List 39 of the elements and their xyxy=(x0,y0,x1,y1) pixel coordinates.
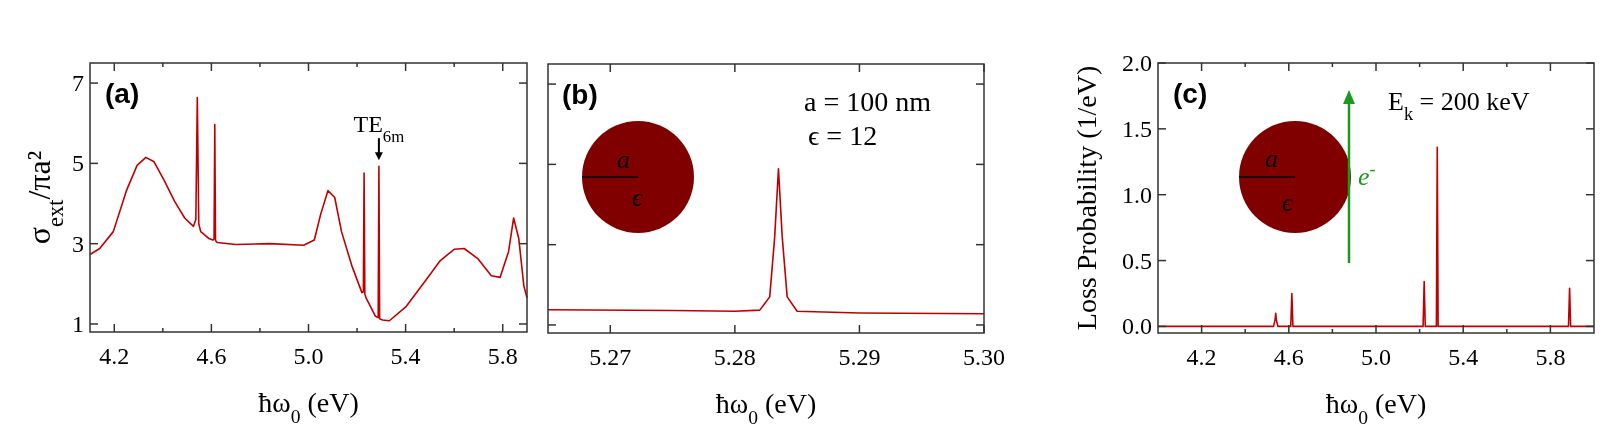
x-tick-label: 4.2 xyxy=(1186,344,1217,370)
y-tick-label: 1.5 xyxy=(1122,115,1152,142)
x-tick-label: 4.2 xyxy=(99,343,130,369)
annotation: e$^{-}$ xyxy=(1358,159,1376,191)
annotation: a xyxy=(1265,144,1278,173)
y-tick-label: 0.5 xyxy=(1122,247,1152,274)
annotation: a = 100 nm xyxy=(804,86,932,117)
y-tick-label: 1 xyxy=(72,310,84,337)
annotation: ϵ xyxy=(632,183,644,212)
y-tick-label: 2.0 xyxy=(1122,50,1152,76)
x-tick-label: 5.29 xyxy=(838,344,881,370)
x-tick-label: 5.0 xyxy=(293,343,324,369)
x-tick-label: 5.8 xyxy=(487,343,518,369)
x-tick-label: 4.6 xyxy=(196,343,227,369)
y-tick-label: 1.0 xyxy=(1122,181,1152,208)
annotation: ϵ xyxy=(1282,188,1294,217)
y-tick-label: 0.0 xyxy=(1122,313,1152,340)
x-tick-label: 4.6 xyxy=(1273,344,1304,370)
annotation: (a) xyxy=(105,78,140,109)
y-tick-label: 3 xyxy=(72,230,84,257)
annotation: ϵ = 12 xyxy=(808,120,878,151)
annotation: (c) xyxy=(1173,78,1208,109)
annotation: E$_{k}$ = 200 keV xyxy=(1388,87,1530,124)
x-tick-label: 5.28 xyxy=(713,344,756,370)
y-axis-title: Loss Probability (1/eV) xyxy=(1071,65,1102,331)
x-tick-label: 5.0 xyxy=(1361,344,1391,370)
x-axis-title: ħω$_{0}$ (eV) xyxy=(258,387,359,427)
annotation: (b) xyxy=(562,79,598,110)
x-tick-label: 5.8 xyxy=(1535,344,1566,370)
x-tick-label: 5.4 xyxy=(1448,344,1479,370)
x-tick-label: 5.30 xyxy=(963,344,1005,370)
annotation: a xyxy=(617,145,630,174)
y-tick-label: 7 xyxy=(72,70,84,97)
x-tick-label: 5.4 xyxy=(390,343,421,369)
x-axis-title: ħω$_{0}$ (eV) xyxy=(715,388,817,428)
x-tick-label: 5.27 xyxy=(589,344,632,370)
y-tick-label: 5 xyxy=(72,150,84,177)
x-axis-title: ħω$_{0}$ (eV) xyxy=(1325,388,1427,428)
annotation: TE$_{6m}$ xyxy=(353,111,405,146)
